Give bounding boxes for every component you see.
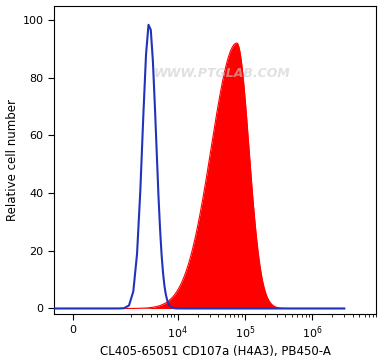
Text: WWW.PTGLAB.COM: WWW.PTGLAB.COM [153,67,290,80]
Y-axis label: Relative cell number: Relative cell number [6,99,19,221]
X-axis label: CL405-65051 CD107a (H4A3), PB450-A: CL405-65051 CD107a (H4A3), PB450-A [100,345,331,359]
